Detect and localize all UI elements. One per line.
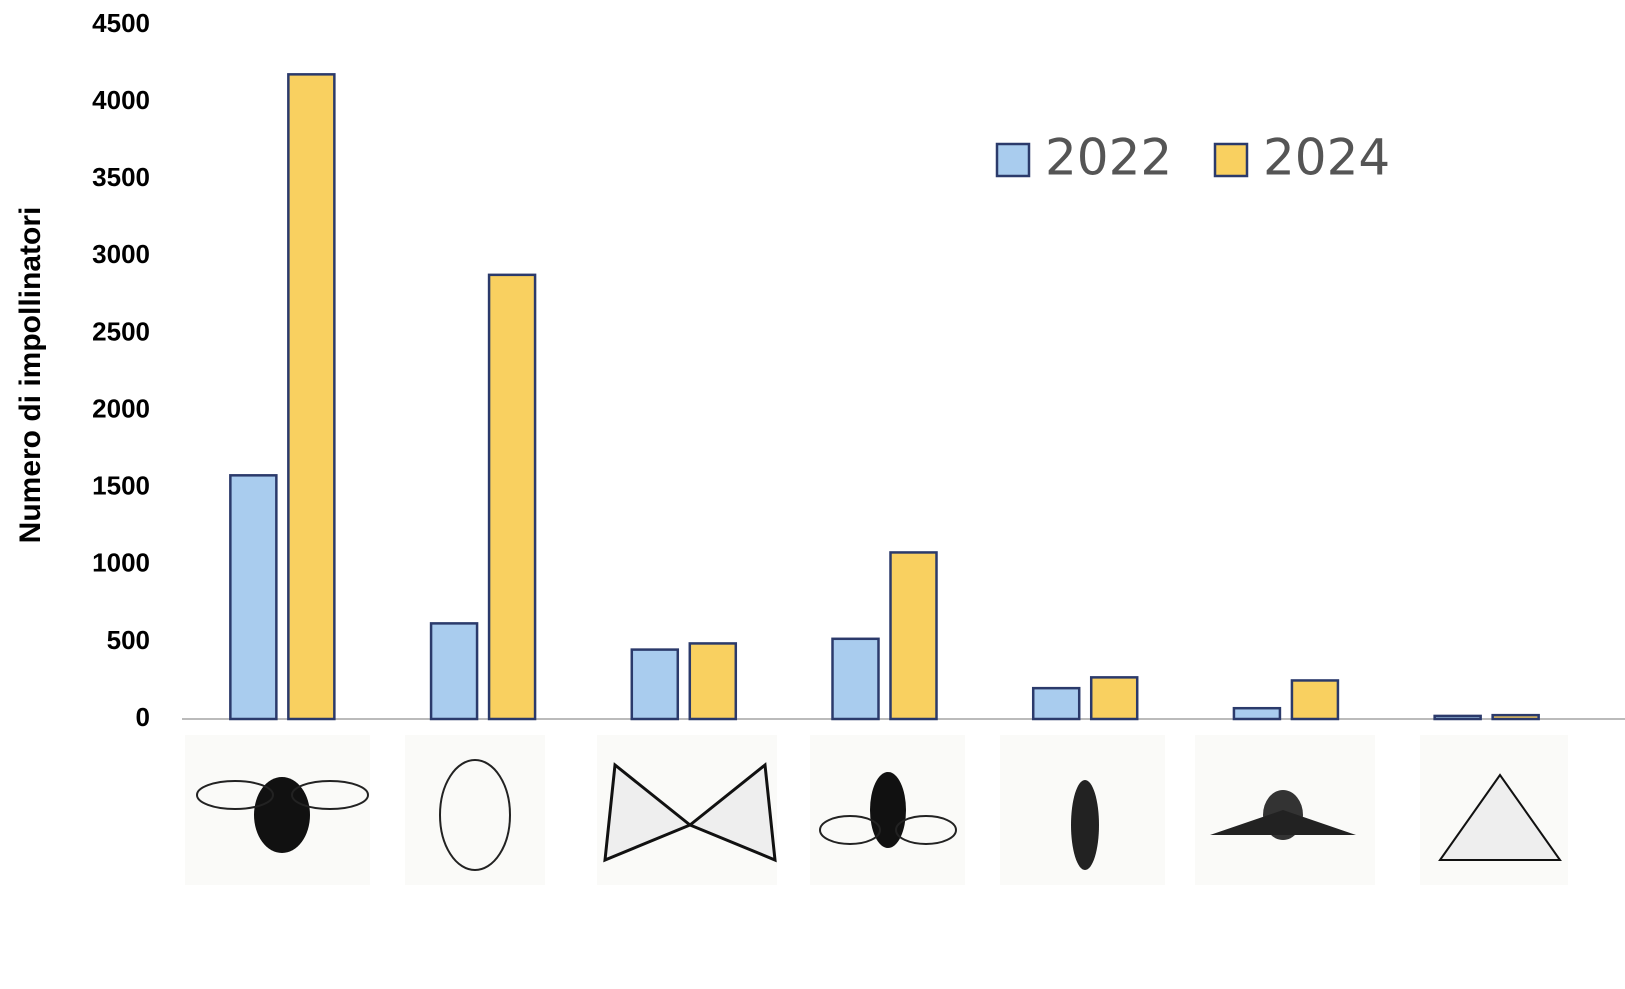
y-tick-label: 2500 [92,316,150,346]
bar [1232,706,1282,721]
y-axis-label: Numero di impollinatori [14,207,47,544]
bar [487,273,537,721]
bar [630,648,680,721]
y-tick-label: 1500 [92,471,150,501]
y-tick-label: 4500 [92,8,150,38]
bar [429,622,479,721]
legend-swatch [995,142,1031,178]
bar [1089,676,1139,721]
bar [831,637,880,721]
insect-icons [185,735,1568,885]
bar [1290,679,1340,721]
bar [1031,686,1081,721]
legend-label: 2022 [1045,129,1172,187]
legend-label: 2024 [1263,129,1390,187]
bar [229,474,278,721]
y-tick-label: 2000 [92,393,150,423]
bar [1433,714,1482,721]
bar [688,642,738,721]
y-tick-label: 500 [107,625,150,655]
y-tick-label: 0 [136,702,150,732]
y-tick-label: 4000 [92,85,150,115]
y-tick-label: 1000 [92,548,150,578]
bar [1491,713,1540,721]
legend-swatch [1213,142,1249,178]
bar [287,73,336,721]
bar [889,551,938,721]
y-tick-label: 3500 [92,162,150,192]
y-tick-label: 3000 [92,239,150,269]
